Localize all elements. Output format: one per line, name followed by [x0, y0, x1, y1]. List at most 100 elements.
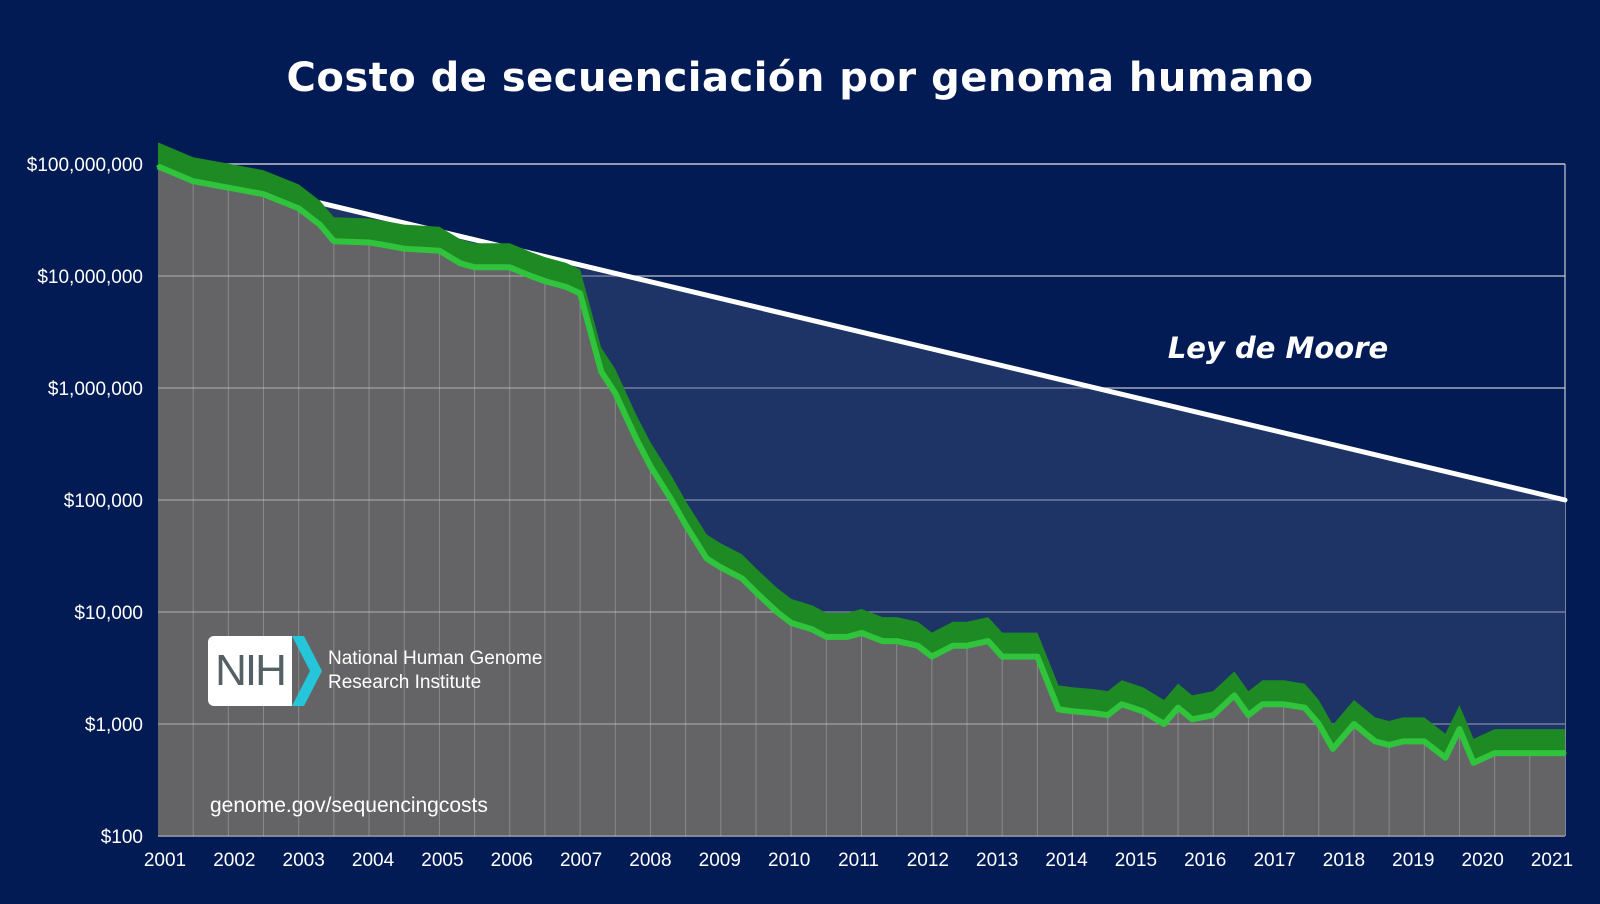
cost-point: [860, 631, 863, 635]
cost-point: [1443, 756, 1447, 760]
cost-point: [916, 644, 920, 648]
x-tick-label: 2019: [1392, 850, 1434, 871]
y-tick-label: $100,000: [64, 491, 143, 512]
cost-point: [1141, 709, 1145, 713]
cost-point: [332, 239, 336, 243]
cost-point: [648, 464, 652, 468]
cost-point: [388, 244, 392, 248]
cost-point: [754, 590, 758, 594]
x-tick-label: 2008: [629, 850, 671, 871]
y-tick-label: $10,000: [74, 603, 143, 624]
cost-point: [599, 370, 603, 374]
y-tick-label: $10,000,000: [37, 267, 143, 288]
x-tick-label: 2009: [699, 850, 741, 871]
x-tick-label: 2006: [491, 850, 533, 871]
cost-point: [824, 635, 828, 639]
cost-point: [895, 639, 899, 643]
x-tick-label: 2017: [1253, 850, 1295, 871]
cost-point: [1457, 727, 1461, 731]
cost-point: [191, 179, 195, 183]
cost-point: [1120, 702, 1124, 706]
cost-point: [367, 240, 371, 244]
x-tick-label: 2021: [1531, 850, 1573, 871]
cost-ribbon: [158, 142, 1565, 763]
nih-box: NIH: [208, 636, 292, 706]
cost-point: [789, 621, 793, 625]
x-tick-label: 2014: [1045, 850, 1088, 871]
cost-point: [1528, 751, 1532, 755]
y-tick-label: $100: [101, 827, 143, 848]
y-tick-labels: $100,000,000 $10,000,000 $1,000,000 $100,00…: [27, 155, 143, 848]
x-tick-label: 2005: [421, 850, 463, 871]
nih-abbr: NIH: [215, 646, 287, 695]
cost-point: [1387, 743, 1391, 747]
cost-point: [1211, 713, 1215, 717]
cost-point: [508, 265, 512, 269]
cost-point: [578, 291, 582, 295]
cost-point: [156, 164, 160, 168]
cost-point: [634, 437, 638, 441]
chart-title: Costo de secuenciación por genoma humano: [286, 55, 1314, 101]
cost-point: [881, 639, 885, 643]
cost-point: [1542, 751, 1546, 755]
cost-point: [529, 274, 533, 278]
cost-point: [965, 644, 969, 648]
nih-chevron-icon: [292, 636, 322, 706]
x-tick-label: 2018: [1323, 850, 1365, 871]
nih-name-line1: National Human Genome: [328, 648, 543, 669]
cost-point: [297, 206, 301, 210]
cost-point: [1260, 702, 1264, 706]
cost-point: [1563, 751, 1567, 755]
x-tick-label: 2007: [560, 850, 602, 871]
cost-point: [670, 498, 674, 502]
cost-point: [437, 249, 441, 253]
cost-point: [1472, 761, 1476, 765]
cost-point: [459, 261, 463, 265]
cost-point: [930, 655, 934, 659]
cost-point: [1071, 709, 1075, 713]
cost-point: [262, 192, 266, 196]
cost-point: [543, 279, 547, 283]
cost-point: [1422, 739, 1426, 743]
cost-point: [1021, 655, 1025, 659]
cost-point: [1331, 747, 1335, 751]
moore-law-region: [319, 202, 1566, 763]
nih-logo: NIH National Human Genome Research Insti…: [208, 636, 542, 706]
y-tick-label: $1,000: [85, 715, 143, 736]
cost-line: [156, 163, 1565, 766]
x-tick-label: 2003: [283, 850, 325, 871]
cost-point: [1106, 713, 1110, 717]
cost-point: [1162, 722, 1166, 726]
cost-point: [1303, 706, 1307, 710]
cost-point: [564, 285, 568, 289]
cost-point: [1056, 707, 1060, 711]
x-tick-label: 2012: [907, 850, 949, 871]
y-tick-label: $100,000,000: [27, 155, 143, 176]
moore-law-label: Ley de Moore: [1168, 331, 1388, 365]
x-tick-label: 2013: [976, 850, 1018, 871]
cost-point: [1190, 717, 1194, 721]
cost-point: [1232, 693, 1236, 697]
x-tick-label: 2001: [144, 850, 186, 871]
cost-point: [719, 565, 723, 569]
cost-point: [1493, 751, 1497, 755]
nih-name-line2: Research Institute: [328, 672, 482, 693]
nih-institute-name: National Human Genome Research Institute: [328, 647, 542, 695]
cost-point: [1176, 706, 1180, 710]
x-tick-label: 2011: [838, 850, 879, 871]
cost-point: [1035, 655, 1039, 659]
cost-point: [810, 627, 814, 631]
cost-point: [1282, 702, 1286, 706]
cost-point: [705, 557, 709, 561]
x-tick-label: 2015: [1115, 850, 1157, 871]
x-tick-label: 2004: [352, 850, 395, 871]
cost-point: [1401, 739, 1405, 743]
cost-point: [775, 610, 779, 614]
cost-point: [473, 265, 477, 269]
x-tick-label: 2016: [1184, 850, 1226, 871]
cost-point: [1352, 722, 1356, 726]
cost-point: [1246, 713, 1250, 717]
cost-point: [226, 186, 230, 190]
x-tick-label: 2010: [768, 850, 810, 871]
